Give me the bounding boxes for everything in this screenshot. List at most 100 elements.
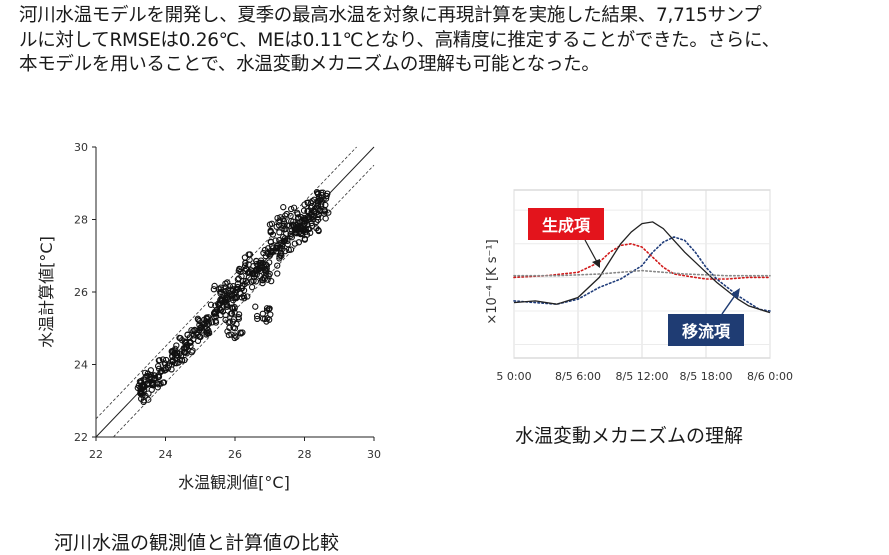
line-chart-x-tick-label: 8/5 6:00	[555, 370, 601, 383]
scatter-point	[157, 368, 164, 376]
line-chart-x-tick-label: 8/5 12:00	[616, 370, 669, 383]
scatter-point	[268, 278, 275, 285]
scatter-point	[277, 252, 284, 259]
scatter-point	[294, 211, 301, 218]
scatter-point	[315, 227, 322, 235]
scatter-point	[300, 207, 308, 214]
advection-term-arrowhead	[731, 288, 740, 299]
scatter-point	[268, 242, 276, 250]
scatter-point	[228, 331, 235, 338]
scatter-point	[290, 204, 298, 211]
scatter-point	[169, 357, 177, 364]
scatter-point	[164, 364, 172, 372]
scatter-point	[183, 344, 191, 351]
scatter-point	[278, 240, 285, 247]
scatter-point	[211, 308, 219, 316]
scatter-point	[222, 284, 229, 291]
scatter-y-tick-label: 30	[74, 141, 88, 154]
production-term-label: 生成項	[542, 216, 591, 235]
summary-line-1: 河川水温モデルを開発し、夏季の最高水温を対象に再現計算を実施した結果、7,715…	[19, 5, 762, 26]
scatter-point	[260, 249, 267, 257]
scatter-point	[162, 360, 169, 367]
scatter-point	[304, 221, 311, 229]
scatter-point	[265, 272, 272, 280]
scatter-point	[274, 270, 281, 277]
scatter-point	[243, 266, 250, 273]
scatter-point	[280, 204, 287, 211]
advection-term-arrow	[721, 293, 737, 315]
scatter-point	[221, 298, 228, 305]
scatter-point	[276, 229, 283, 236]
scatter-point	[239, 329, 246, 336]
scatter-point	[241, 254, 249, 261]
line-chart-x-tick-label: 5 0:00	[496, 370, 531, 383]
scatter-point	[231, 309, 238, 316]
scatter-point	[262, 272, 269, 279]
scatter-point	[245, 251, 252, 258]
scatter-x-tick-label: 22	[89, 448, 103, 461]
scatter-y-tick-label: 22	[74, 431, 88, 444]
scatter-point	[184, 331, 191, 339]
scatter-point	[222, 287, 229, 295]
scatter-point	[295, 239, 303, 246]
scatter-point	[235, 313, 242, 321]
scatter-point	[181, 356, 188, 364]
scatter-point	[197, 325, 204, 332]
scatter-point	[210, 286, 217, 293]
scatter-point	[288, 234, 295, 241]
line-chart-x-tick-label: 8/6 0:00	[747, 370, 793, 383]
scatter-chart: 22 24 26 28 30 22 24 26 28 30 水温観測値[°C] 水温計算値[°C]	[37, 141, 381, 492]
scatter-point	[276, 245, 283, 252]
scatter-point	[274, 262, 281, 269]
scatter-point	[168, 366, 175, 373]
scatter-point	[227, 310, 235, 317]
scatter-point	[295, 214, 302, 221]
scatter-point	[313, 218, 320, 226]
scatter-point	[196, 321, 203, 329]
scatter-point	[194, 315, 202, 322]
scatter-point	[288, 205, 295, 213]
summary-line-3: 本モデルを用いることで、水温変動メカニズムの理解も可能となった。	[19, 54, 600, 75]
scatter-point	[147, 367, 155, 374]
scatter-point	[322, 195, 330, 202]
scatter-point	[244, 279, 251, 286]
line-chart-x-tick-label: 8/5 18:00	[680, 370, 733, 383]
scatter-point	[231, 294, 238, 302]
scatter-point	[242, 267, 249, 275]
scatter-point	[212, 317, 219, 325]
scatter-point	[267, 227, 274, 234]
scatter-point	[272, 237, 279, 244]
scatter-point	[250, 274, 258, 281]
scatter-point	[323, 192, 330, 200]
scatter-point	[187, 339, 194, 346]
scatter-point	[283, 210, 290, 218]
scatter-point	[266, 316, 273, 323]
scatter-point	[291, 240, 298, 247]
scatter-point	[231, 291, 238, 298]
scatter-point	[178, 337, 186, 344]
scatter-point	[208, 319, 216, 326]
scatter-point	[287, 246, 295, 253]
scatter-point	[205, 329, 213, 336]
scatter-y-tick-label: 24	[74, 359, 88, 372]
scatter-point	[318, 189, 325, 196]
scatter-point	[308, 202, 316, 210]
scatter-point	[279, 225, 286, 232]
scatter-point	[277, 214, 284, 221]
line-chart-y-axis-label: ×10⁻⁴ [K s⁻¹]	[485, 239, 500, 324]
scatter-point	[250, 277, 257, 284]
scatter-point	[305, 225, 312, 233]
scatter-point	[181, 348, 188, 356]
scatter-point	[231, 305, 238, 312]
scatter-y-axis-label: 水温計算値[°C]	[37, 236, 56, 348]
scatter-point	[237, 329, 244, 336]
scatter-point	[292, 229, 299, 236]
production-term-arrowhead	[592, 259, 600, 268]
scatter-point	[137, 377, 145, 385]
scatter-point	[205, 314, 212, 321]
production-term-label-box	[528, 208, 604, 240]
line-chart-x-ticks: 5 0:00 8/5 6:00 8/5 12:00 8/5 18:00 8/6 0:00	[496, 370, 793, 383]
scatter-point	[239, 277, 247, 285]
scatter-point	[221, 295, 229, 302]
scatter-point	[158, 367, 166, 375]
